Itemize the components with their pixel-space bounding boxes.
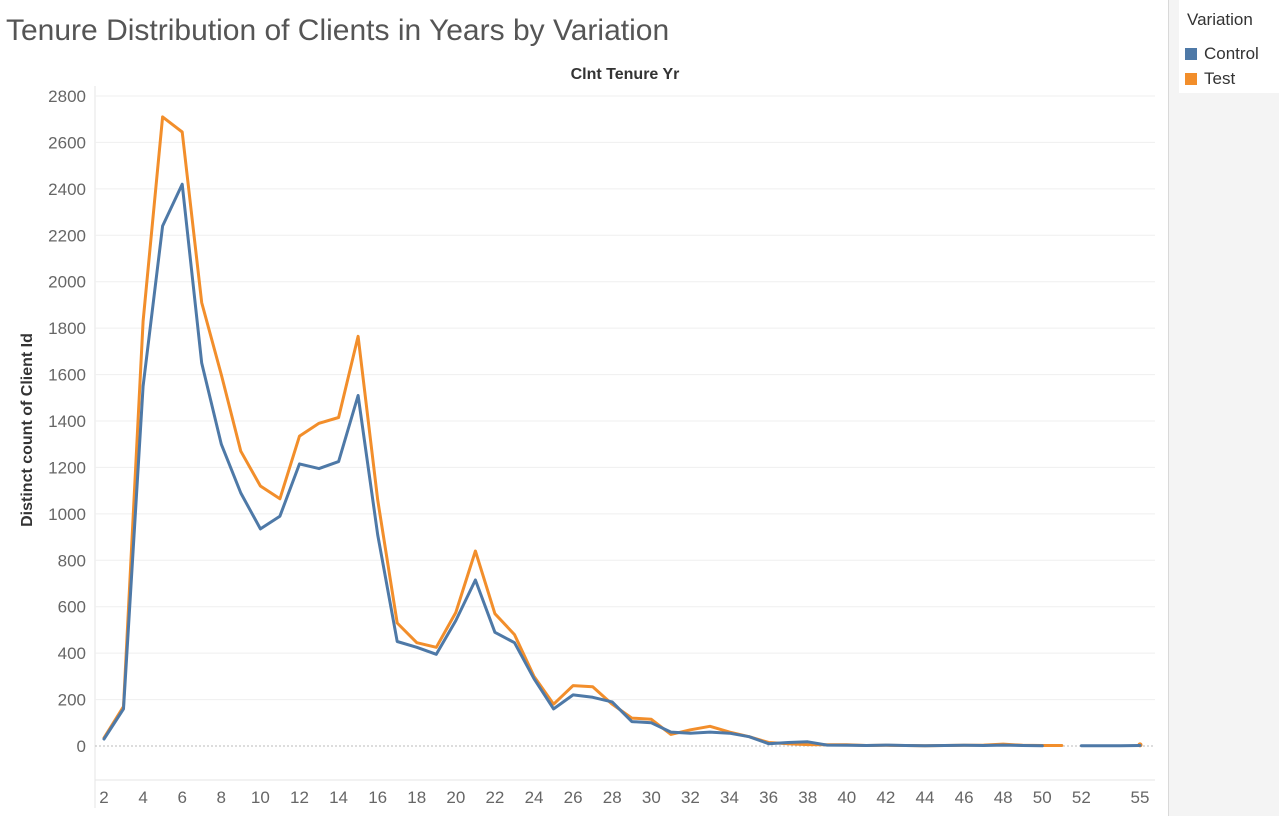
x-axis-label: Clnt Tenure Yr: [571, 66, 680, 83]
line-chart: 0200400600800100012001400160018002000220…: [19, 66, 1155, 808]
y-tick-label-200: 200: [58, 691, 86, 710]
y-tick-label-400: 400: [58, 644, 86, 663]
gridlines: [94, 86, 1155, 808]
x-tick-label-34: 34: [720, 788, 739, 807]
x-tick-label-12: 12: [290, 788, 309, 807]
y-tick-label-2000: 2000: [48, 273, 86, 292]
y-tick-label-1000: 1000: [48, 505, 86, 524]
y-tick-label-2400: 2400: [48, 180, 86, 199]
chart-title: Tenure Distribution of Clients in Years …: [6, 14, 670, 47]
x-tick-label-22: 22: [485, 788, 504, 807]
y-tick-label-1400: 1400: [48, 412, 86, 431]
y-axis-label: Distinct count of Client Id: [19, 333, 36, 527]
y-tick-label-2600: 2600: [48, 133, 86, 152]
x-tick-label-8: 8: [217, 788, 226, 807]
legend-label-control: Control: [1204, 44, 1259, 63]
y-tick-label-2200: 2200: [48, 226, 86, 245]
x-tick-label-26: 26: [564, 788, 583, 807]
x-tick-label-30: 30: [642, 788, 661, 807]
series-line-control: [102, 182, 1044, 748]
series-line-test: [102, 115, 1064, 748]
x-tick-label-24: 24: [525, 788, 544, 807]
legend-item-test[interactable]: Test: [1185, 69, 1235, 89]
x-tick-label-46: 46: [955, 788, 974, 807]
x-tick-label-52: 52: [1072, 788, 1091, 807]
x-tick-label-36: 36: [759, 788, 778, 807]
y-tick-label-600: 600: [58, 598, 86, 617]
y-tick-label-0: 0: [77, 737, 86, 756]
y-tick-label-2800: 2800: [48, 87, 86, 106]
x-axis: 2 4 6 8 10 12 14 16 18 20 22 24 26 28 30 32 34 36 38 40 42 44…: [99, 788, 1149, 807]
x-tick-label-10: 10: [251, 788, 270, 807]
x-tick-label-20: 20: [446, 788, 465, 807]
y-tick-label-1800: 1800: [48, 319, 86, 338]
legend-title: Variation: [1187, 10, 1253, 29]
x-tick-label-4: 4: [138, 788, 147, 807]
legend-label-test: Test: [1204, 69, 1236, 88]
x-tick-label-16: 16: [368, 788, 387, 807]
x-tick-label-38: 38: [798, 788, 817, 807]
x-tick-label-6: 6: [177, 788, 186, 807]
x-tick-label-55: 55: [1131, 788, 1150, 807]
x-tick-label-42: 42: [876, 788, 895, 807]
y-axis: 0 200 400 600 800 1000 1200 1400 1600 1800 2000 220…: [48, 87, 86, 756]
x-tick-label-40: 40: [837, 788, 856, 807]
y-tick-label-1200: 1200: [48, 458, 86, 477]
y-tick-label-1600: 1600: [48, 366, 86, 385]
legend-swatch-test: [1185, 73, 1197, 85]
legend-swatch-control: [1185, 48, 1197, 60]
x-tick-label-2: 2: [99, 788, 108, 807]
x-tick-label-32: 32: [681, 788, 700, 807]
x-tick-label-48: 48: [994, 788, 1013, 807]
x-tick-label-44: 44: [916, 788, 935, 807]
y-tick-label-800: 800: [58, 551, 86, 570]
x-tick-label-50: 50: [1033, 788, 1052, 807]
legend: Variation Control Test: [1179, 0, 1279, 93]
series-lines: [102, 115, 1143, 748]
x-tick-label-18: 18: [407, 788, 426, 807]
legend-panel: Variation Control Test: [1168, 0, 1279, 816]
legend-item-control[interactable]: Control: [1185, 44, 1259, 64]
x-tick-label-28: 28: [603, 788, 622, 807]
x-tick-label-14: 14: [329, 788, 348, 807]
